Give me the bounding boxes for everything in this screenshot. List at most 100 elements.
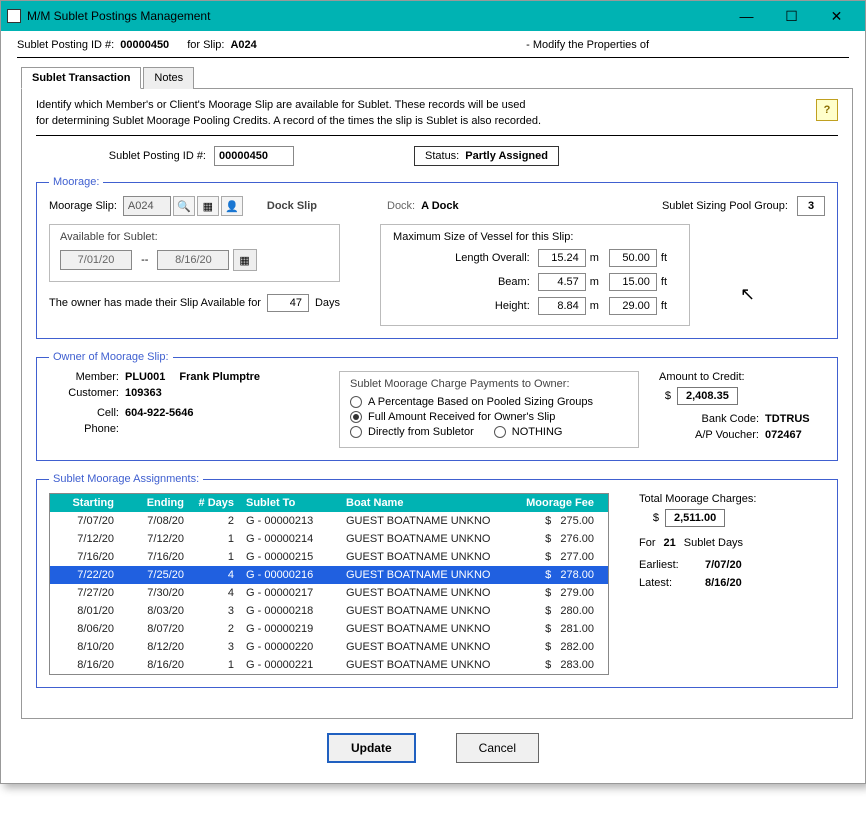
header-row: Sublet Posting ID #: 00000450 for Slip: …	[1, 31, 865, 55]
member-code: PLU001	[125, 371, 165, 383]
minimize-button[interactable]: —	[724, 2, 769, 30]
days-label: Days	[315, 297, 340, 309]
table-row[interactable]: 7/07/207/08/202G - 00000213GUEST BOATNAM…	[50, 512, 608, 530]
radio-direct-label[interactable]: Directly from Subletor	[368, 426, 474, 438]
tab-notes[interactable]: Notes	[143, 67, 194, 89]
total-charges-label: Total Moorage Charges:	[639, 493, 756, 505]
loa-ft-field[interactable]: 50.00	[609, 249, 657, 267]
bank-value: TDTRUS	[765, 413, 810, 425]
tab-body: Identify which Member's or Client's Moor…	[21, 89, 853, 719]
table-row[interactable]: 8/16/208/16/201G - 00000221GUEST BOATNAM…	[50, 656, 608, 674]
col-boatname: Boat Name	[340, 494, 510, 512]
voucher-label: A/P Voucher:	[659, 429, 759, 441]
loa-m-field[interactable]: 15.24	[538, 249, 586, 267]
beam-ft-field[interactable]: 15.00	[609, 273, 657, 291]
customer-value: 109363	[125, 387, 162, 399]
cancel-button[interactable]: Cancel	[456, 733, 539, 763]
slip-grid-icon[interactable]: ▦	[197, 196, 219, 216]
beam-m-field[interactable]: 4.57	[538, 273, 586, 291]
latest-value: 8/16/20	[705, 577, 742, 589]
table-row[interactable]: 7/12/207/12/201G - 00000214GUEST BOATNAM…	[50, 530, 608, 548]
table-row[interactable]: 8/06/208/07/202G - 00000219GUEST BOATNAM…	[50, 620, 608, 638]
member-label: Member:	[49, 371, 119, 383]
table-row[interactable]: 8/10/208/12/203G - 00000220GUEST BOATNAM…	[50, 638, 608, 656]
maximize-button[interactable]: ☐	[769, 2, 814, 30]
height-m-field[interactable]: 8.84	[538, 297, 586, 315]
pool-group-field[interactable]: 3	[797, 196, 825, 216]
radio-full-icon	[350, 411, 362, 423]
unit-m-1: m	[590, 252, 599, 264]
voucher-value: 072467	[765, 429, 802, 441]
titlebar[interactable]: M/M Sublet Postings Management — ☐ ✕	[1, 1, 865, 31]
header-divider	[17, 57, 849, 58]
status-value: Partly Assigned	[465, 150, 548, 162]
date-to-field[interactable]: 8/16/20	[157, 250, 229, 270]
moorage-slip-field[interactable]: A024	[123, 196, 171, 216]
status-label: Status:	[425, 150, 459, 162]
window-title: M/M Sublet Postings Management	[27, 9, 724, 23]
calendar-icon[interactable]: ▦	[233, 249, 257, 271]
cell-value: 604-922-5646	[125, 407, 194, 419]
credit-value: 2,408.35	[677, 387, 738, 405]
radio-direct-icon[interactable]	[350, 426, 362, 438]
total-currency: $	[639, 512, 659, 524]
available-for-label: The owner has made their Slip Available …	[49, 297, 261, 309]
owner-fieldset: Owner of Moorage Slip: Member: PLU001 Fr…	[36, 351, 838, 461]
unit-ft-3: ft	[661, 300, 667, 312]
intro-line2: for determining Sublet Moorage Pooling C…	[36, 115, 816, 127]
payments-title: Sublet Moorage Charge Payments to Owner:	[350, 378, 628, 390]
radio-full-label: Full Amount Received for Owner's Slip	[368, 411, 555, 423]
date-from-field[interactable]: 7/01/20	[60, 250, 132, 270]
owner-legend: Owner of Moorage Slip:	[49, 351, 173, 363]
max-size-box: Maximum Size of Vessel for this Slip: Le…	[380, 224, 690, 326]
available-box: Available for Sublet: 7/01/20 -- 8/16/20…	[49, 224, 340, 282]
posting-id-field[interactable]: 00000450	[214, 146, 294, 166]
unit-m-2: m	[590, 276, 599, 288]
header-id-label: Sublet Posting ID #:	[17, 39, 114, 51]
table-row[interactable]: 7/27/207/30/204G - 00000217GUEST BOATNAM…	[50, 584, 608, 602]
height-label: Height:	[430, 300, 530, 312]
earliest-label: Earliest:	[639, 559, 699, 571]
intro-line1: Identify which Member's or Client's Moor…	[36, 99, 816, 111]
col-mooragefee: Moorage Fee	[510, 494, 600, 512]
unit-ft-2: ft	[661, 276, 667, 288]
pool-group-label: Sublet Sizing Pool Group:	[662, 200, 788, 212]
radio-full[interactable]: Full Amount Received for Owner's Slip	[350, 411, 628, 423]
col-days: # Days	[190, 494, 240, 512]
radio-percentage-label: A Percentage Based on Pooled Sizing Grou…	[368, 396, 593, 408]
radio-direct-row: Directly from Subletor NOTHING	[350, 426, 628, 438]
close-button[interactable]: ✕	[814, 2, 859, 30]
tabs: Sublet Transaction Notes	[21, 66, 853, 89]
app-icon	[7, 9, 21, 23]
assignments-table[interactable]: Starting Ending # Days Sublet To Boat Na…	[49, 493, 609, 675]
date-separator: --	[141, 254, 148, 266]
table-row[interactable]: 7/22/207/25/204G - 00000216GUEST BOATNAM…	[50, 566, 608, 584]
radio-percentage[interactable]: A Percentage Based on Pooled Sizing Grou…	[350, 396, 628, 408]
slip-search-icon[interactable]: 🔍	[173, 196, 195, 216]
header-slip-label: for Slip:	[187, 39, 224, 51]
max-size-title: Maximum Size of Vessel for this Slip:	[393, 231, 677, 243]
table-header: Starting Ending # Days Sublet To Boat Na…	[50, 494, 608, 512]
table-body: 7/07/207/08/202G - 00000213GUEST BOATNAM…	[50, 512, 608, 674]
slip-person-icon[interactable]: 👤	[221, 196, 243, 216]
table-row[interactable]: 7/16/207/16/201G - 00000215GUEST BOATNAM…	[50, 548, 608, 566]
update-button[interactable]: Update	[327, 733, 416, 763]
member-name: Frank Plumptre	[179, 371, 260, 383]
tab-sublet-transaction[interactable]: Sublet Transaction	[21, 67, 141, 89]
height-ft-field[interactable]: 29.00	[609, 297, 657, 315]
available-days-field: 47	[267, 294, 309, 312]
col-ending: Ending	[120, 494, 190, 512]
cursor-icon: ↖	[740, 284, 755, 305]
unit-ft-1: ft	[661, 252, 667, 264]
radio-nothing-icon[interactable]	[494, 426, 506, 438]
header-modify-text: - Modify the Properties of	[526, 39, 649, 51]
phone-label: Phone:	[49, 423, 119, 435]
dock-label: Dock:	[387, 200, 415, 212]
assignments-fieldset: Sublet Moorage Assignments: Starting End…	[36, 473, 838, 688]
for-label: For	[639, 537, 656, 549]
moorage-slip-label: Moorage Slip:	[49, 200, 117, 212]
radio-percentage-icon	[350, 396, 362, 408]
radio-nothing-label[interactable]: NOTHING	[512, 426, 563, 438]
table-row[interactable]: 8/01/208/03/203G - 00000218GUEST BOATNAM…	[50, 602, 608, 620]
help-icon[interactable]: ?	[816, 99, 838, 121]
